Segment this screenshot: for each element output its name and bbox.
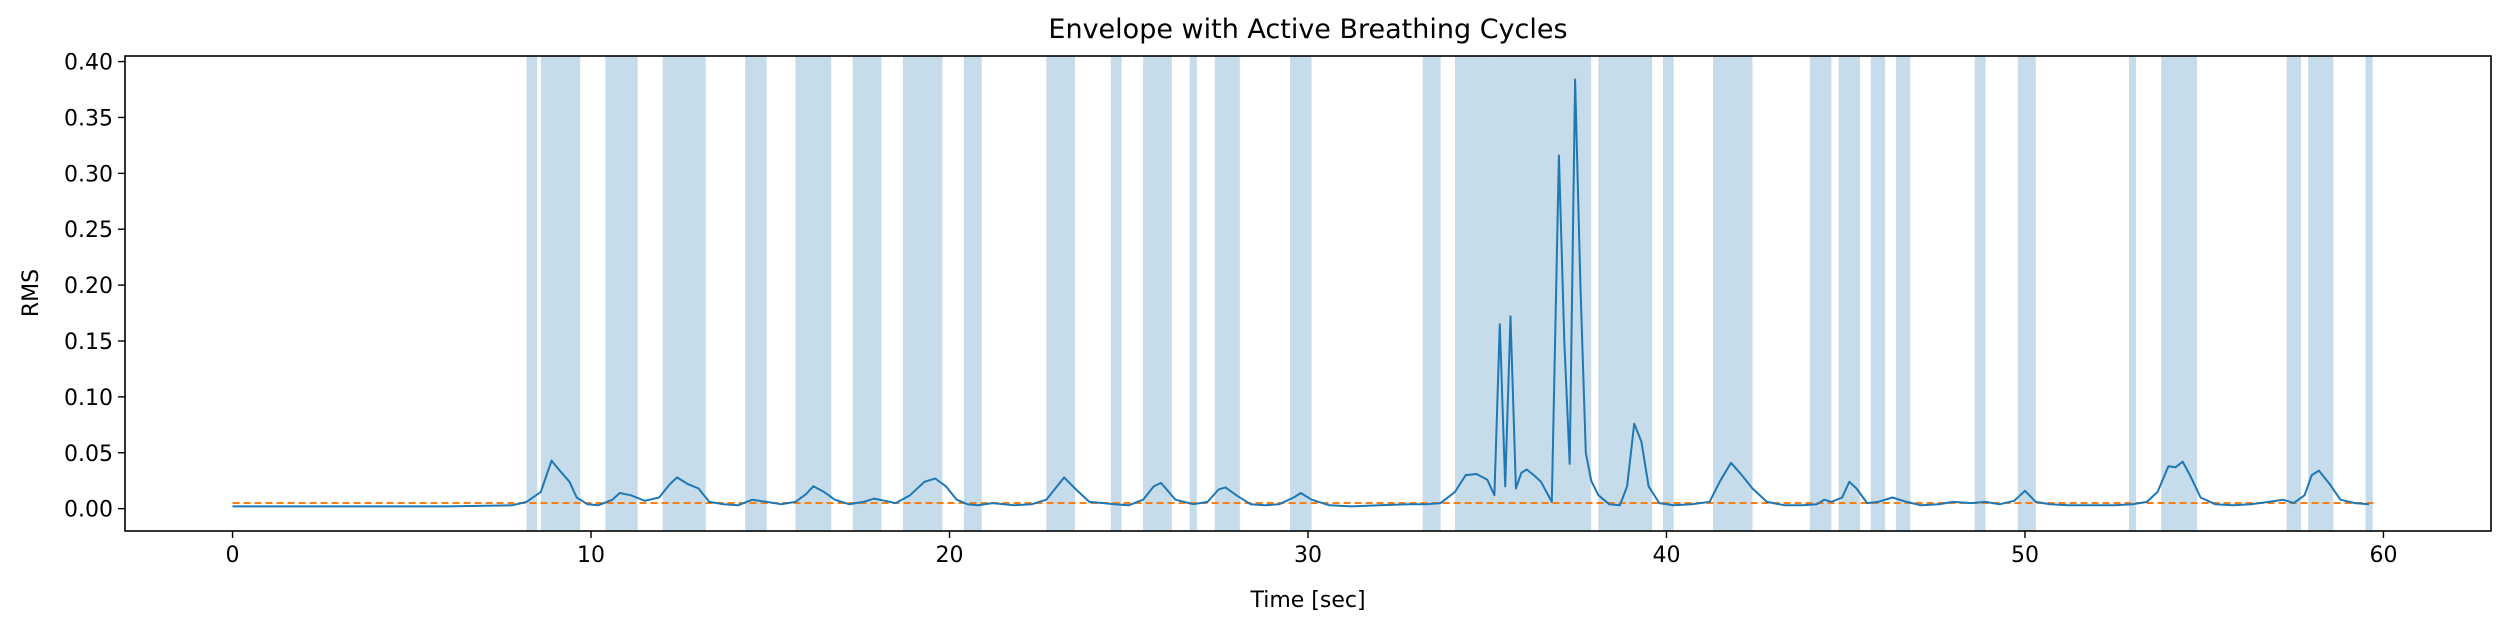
y-axis-label: RMS: [19, 269, 44, 317]
active-region-4: [745, 56, 767, 531]
chart-title: Envelope with Active Breathing Cycles: [1048, 14, 1567, 45]
active-region-2: [605, 56, 638, 531]
plot-frame: [124, 55, 2492, 532]
x-tick-label-1: 10: [577, 543, 605, 568]
x-tick-label-5: 50: [2011, 543, 2039, 568]
active-region-10: [1110, 56, 1122, 531]
active-region-21: [1809, 56, 1832, 531]
active-region-12: [1189, 56, 1197, 531]
envelope-line-0: [232, 78, 2370, 508]
active-region-23: [1870, 56, 1886, 531]
y-tick-label-4: 0.20: [64, 274, 113, 299]
y-tick-label-7: 0.35: [64, 106, 113, 131]
y-tick-label-3: 0.15: [64, 330, 113, 355]
x-axis-ticks: 0 10 20 30 40 50 60: [226, 531, 2397, 568]
active-region-25: [1974, 56, 1986, 531]
active-region-0: [526, 56, 538, 531]
active-region-5: [795, 56, 832, 531]
active-region-27: [2128, 56, 2137, 531]
y-tick-label-0: 0.00: [64, 498, 113, 523]
x-tick-label-4: 40: [1652, 543, 1680, 568]
active-region-9: [1046, 56, 1075, 531]
y-tick-label-1: 0.05: [64, 442, 113, 467]
active-region-24: [1895, 56, 1911, 531]
active-region-7: [902, 56, 943, 531]
active-region-15: [1422, 56, 1441, 531]
active-region-29: [2286, 56, 2302, 531]
x-tick-label-0: 0: [226, 543, 240, 568]
series-layer: [232, 78, 2370, 508]
active-region-1: [540, 56, 581, 531]
active-region-3: [662, 56, 706, 531]
active-region-11: [1143, 56, 1172, 531]
active-region-22: [1838, 56, 1861, 531]
active-region-28: [2161, 56, 2198, 531]
x-tick-label-3: 30: [1294, 543, 1322, 568]
active-region-14: [1290, 56, 1312, 531]
active-region-16: [1454, 56, 1495, 531]
y-tick-label-2: 0.10: [64, 386, 113, 411]
y-axis-ticks: 0.00 0.05 0.10 0.15 0.20 0.25 0.30 0.35 0.40: [64, 51, 125, 523]
active-region-19: [1662, 56, 1674, 531]
active-region-30: [2308, 56, 2334, 531]
active-region-13: [1214, 56, 1240, 531]
x-tick-label-6: 60: [2369, 543, 2397, 568]
active-region-20: [1713, 56, 1753, 531]
active-region-6: [852, 56, 882, 531]
y-tick-label-8: 0.40: [64, 51, 113, 76]
x-axis-label: Time [sec]: [1249, 588, 1365, 613]
active-region-8: [963, 56, 982, 531]
y-tick-label-6: 0.30: [64, 162, 113, 187]
active-region-26: [2017, 56, 2036, 531]
x-tick-label-2: 20: [936, 543, 964, 568]
active-regions: [526, 56, 2373, 531]
y-tick-label-5: 0.25: [64, 218, 113, 243]
active-region-31: [2365, 56, 2373, 531]
